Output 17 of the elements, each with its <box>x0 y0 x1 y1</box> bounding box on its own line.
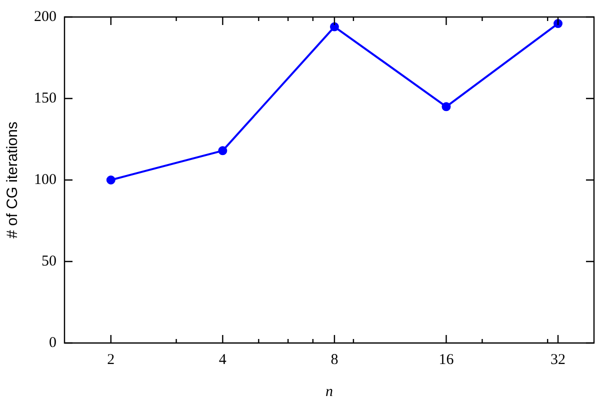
y-tick-label: 100 <box>34 172 56 188</box>
x-axis-title: n <box>326 384 333 400</box>
y-tick-label: 150 <box>34 90 56 106</box>
point <box>106 176 116 184</box>
x-tick-label: 8 <box>330 352 338 368</box>
y-tick-label: 200 <box>34 8 56 25</box>
point <box>330 22 339 32</box>
x-tick-label: 16 <box>438 352 454 368</box>
y-axis-title: # of CG iterations <box>4 122 22 238</box>
x-tick-label: 2 <box>107 352 115 368</box>
point <box>218 146 228 156</box>
x-tick-label: 4 <box>218 352 227 368</box>
y-tick-label: 0 <box>49 334 56 351</box>
point <box>554 19 563 28</box>
point <box>442 102 451 112</box>
y-tick-label: 50 <box>42 253 56 270</box>
x-tick-label: 32 <box>550 352 566 368</box>
